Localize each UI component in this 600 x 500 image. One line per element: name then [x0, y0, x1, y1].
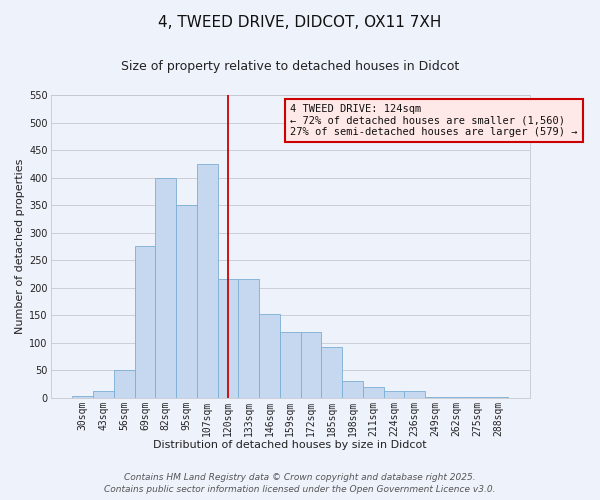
Bar [467, 396, 487, 398]
Bar [197, 164, 218, 398]
Bar [425, 396, 446, 398]
Bar [446, 396, 467, 398]
Text: Contains public sector information licensed under the Open Government Licence v3: Contains public sector information licen… [104, 485, 496, 494]
Title: Size of property relative to detached houses in Didcot: Size of property relative to detached ho… [121, 60, 460, 73]
Bar [322, 346, 342, 398]
Bar [176, 205, 197, 398]
Y-axis label: Number of detached properties: Number of detached properties [15, 158, 25, 334]
Bar [114, 370, 134, 398]
Text: 4, TWEED DRIVE, DIDCOT, OX11 7XH: 4, TWEED DRIVE, DIDCOT, OX11 7XH [158, 15, 442, 30]
Bar [363, 387, 383, 398]
X-axis label: Distribution of detached houses by size in Didcot: Distribution of detached houses by size … [154, 440, 427, 450]
Bar [259, 314, 280, 398]
Bar [93, 391, 114, 398]
Bar [155, 178, 176, 398]
Bar [383, 391, 404, 398]
Bar [218, 280, 238, 398]
Bar [404, 391, 425, 398]
Text: Contains HM Land Registry data © Crown copyright and database right 2025.: Contains HM Land Registry data © Crown c… [124, 474, 476, 482]
Bar [280, 332, 301, 398]
Bar [134, 246, 155, 398]
Bar [73, 396, 93, 398]
Text: 4 TWEED DRIVE: 124sqm
← 72% of detached houses are smaller (1,560)
27% of semi-d: 4 TWEED DRIVE: 124sqm ← 72% of detached … [290, 104, 578, 138]
Bar [238, 280, 259, 398]
Bar [301, 332, 322, 398]
Bar [342, 382, 363, 398]
